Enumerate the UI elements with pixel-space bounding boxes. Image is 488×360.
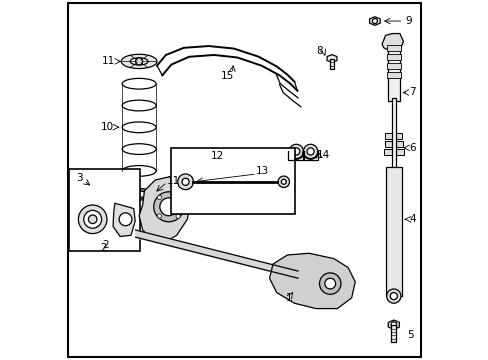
Ellipse shape bbox=[131, 191, 147, 198]
Circle shape bbox=[288, 144, 303, 158]
Circle shape bbox=[390, 322, 396, 328]
Polygon shape bbox=[381, 33, 403, 50]
Polygon shape bbox=[113, 203, 135, 237]
Bar bbox=[390, 325, 395, 342]
Text: 9: 9 bbox=[405, 16, 411, 26]
Circle shape bbox=[372, 18, 377, 23]
Bar bbox=[386, 54, 400, 60]
Circle shape bbox=[157, 214, 161, 218]
Text: 14: 14 bbox=[316, 150, 329, 160]
Circle shape bbox=[319, 273, 340, 294]
Circle shape bbox=[157, 195, 161, 199]
Text: 7: 7 bbox=[408, 87, 415, 98]
Circle shape bbox=[78, 205, 107, 234]
Bar bbox=[385, 167, 401, 296]
Circle shape bbox=[119, 213, 132, 226]
Circle shape bbox=[176, 195, 180, 199]
Text: 12: 12 bbox=[211, 151, 224, 161]
Ellipse shape bbox=[121, 54, 157, 68]
Text: 5: 5 bbox=[407, 330, 413, 341]
Circle shape bbox=[135, 58, 142, 65]
Circle shape bbox=[306, 148, 313, 155]
Bar bbox=[386, 63, 400, 69]
Circle shape bbox=[389, 293, 397, 300]
Text: 4: 4 bbox=[408, 214, 415, 224]
Bar bbox=[386, 45, 400, 51]
Circle shape bbox=[182, 178, 189, 185]
Bar bbox=[386, 72, 400, 78]
Circle shape bbox=[292, 148, 299, 155]
Bar bbox=[385, 133, 402, 139]
Circle shape bbox=[177, 174, 193, 190]
Bar bbox=[171, 148, 294, 214]
Bar bbox=[387, 46, 399, 102]
Text: 8: 8 bbox=[316, 46, 322, 56]
Text: 11: 11 bbox=[101, 57, 114, 66]
Text: 6: 6 bbox=[408, 143, 415, 153]
Text: 1: 1 bbox=[285, 293, 292, 303]
Text: 15: 15 bbox=[221, 71, 234, 81]
Bar bbox=[383, 149, 403, 155]
Circle shape bbox=[176, 214, 180, 218]
Ellipse shape bbox=[123, 189, 154, 200]
Bar bbox=[384, 141, 402, 147]
Bar bbox=[329, 59, 333, 69]
Circle shape bbox=[160, 198, 177, 216]
Polygon shape bbox=[387, 320, 399, 329]
Bar bbox=[391, 98, 395, 175]
Text: 3: 3 bbox=[76, 173, 82, 183]
Polygon shape bbox=[139, 176, 190, 243]
Circle shape bbox=[386, 289, 400, 303]
Bar bbox=[69, 169, 140, 251]
Text: 2: 2 bbox=[102, 240, 108, 250]
Circle shape bbox=[324, 278, 335, 289]
Text: 2: 2 bbox=[100, 243, 106, 253]
Polygon shape bbox=[326, 55, 336, 63]
Circle shape bbox=[88, 215, 97, 224]
Text: 10: 10 bbox=[101, 122, 114, 132]
Circle shape bbox=[303, 144, 317, 158]
Circle shape bbox=[281, 179, 285, 184]
Text: 13: 13 bbox=[255, 166, 268, 176]
Polygon shape bbox=[269, 253, 354, 309]
Ellipse shape bbox=[130, 58, 148, 65]
Text: 11: 11 bbox=[166, 176, 179, 186]
Polygon shape bbox=[369, 17, 379, 25]
Circle shape bbox=[83, 210, 102, 228]
Circle shape bbox=[153, 192, 183, 222]
Circle shape bbox=[278, 176, 289, 188]
